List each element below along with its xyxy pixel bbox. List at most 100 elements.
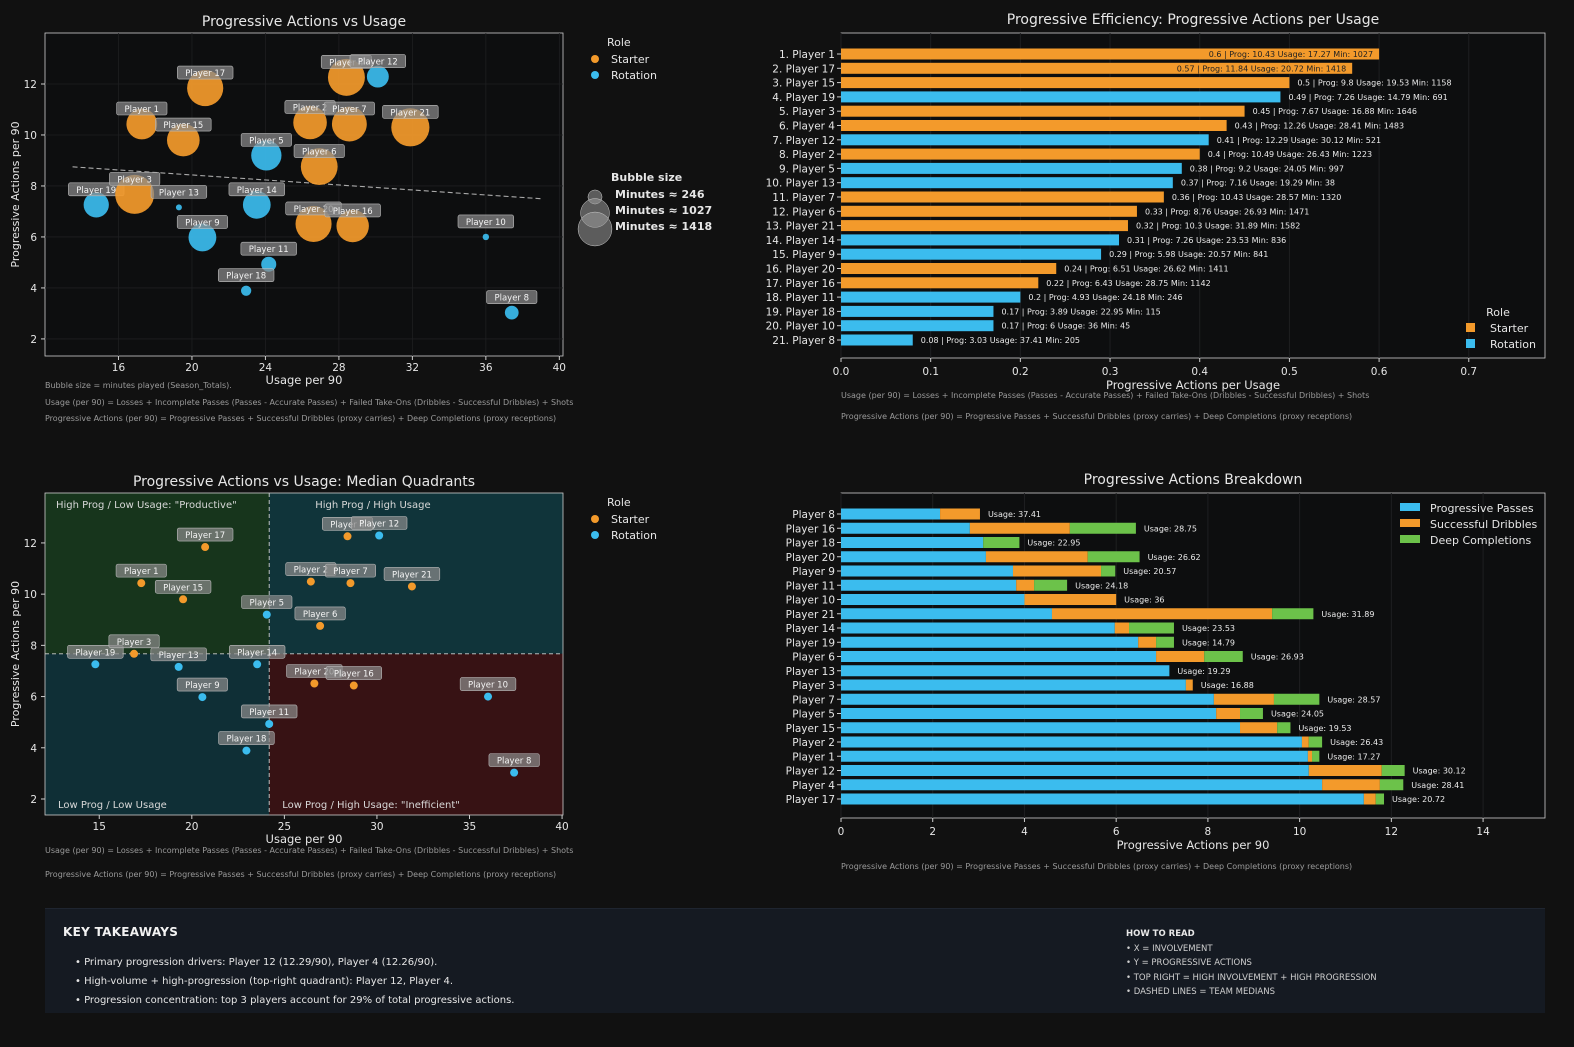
passes-segment [841, 594, 1025, 605]
efficiency-bar [841, 263, 1057, 274]
dribbles-segment [1051, 608, 1273, 620]
y-tick-label: 12 [24, 79, 37, 91]
player-label: Player 15 [163, 583, 203, 593]
legend-label-rotation: Rotation [1490, 338, 1536, 351]
player-point [407, 582, 416, 591]
passes-segment [841, 636, 1139, 648]
bar-value-label: 0.17 | Prog: 6 Usage: 36 Min: 45 [1001, 322, 1130, 331]
bar-usage-label: Usage: 23.53 [1182, 624, 1235, 633]
x-tick-label: 0.2 [1012, 366, 1029, 378]
y-tick-label: Player 4 [792, 780, 835, 792]
bar-usage-label: Usage: 24.18 [1075, 581, 1128, 590]
y-tick-label: 1. Player 1 [779, 49, 835, 61]
chart-title: Progressive Actions vs Usage [202, 14, 406, 30]
deep-completions-segment [1240, 708, 1263, 719]
x-axis-label: Usage per 90 [266, 373, 343, 387]
y-tick-label: Player 2 [792, 737, 835, 749]
deep-completions-segment [1069, 522, 1136, 534]
chart-note: Progressive Actions (per 90) = Progressi… [841, 862, 1352, 871]
player-point [251, 140, 282, 171]
player-label: Player 17 [185, 69, 225, 79]
passes-segment [841, 736, 1302, 748]
bar-usage-label: Usage: 36 [1124, 596, 1164, 605]
y-tick-label: Player 16 [786, 523, 836, 535]
player-point [126, 108, 158, 140]
legend-marker [1400, 535, 1420, 543]
player-label-box [351, 516, 408, 530]
bar-usage-label: Usage: 17.27 [1327, 752, 1380, 761]
dribbles-segment [1138, 636, 1157, 648]
player-label: Player 9 [185, 681, 220, 691]
x-tick-label: 0.3 [1102, 366, 1119, 378]
x-tick-label: 0.4 [1191, 366, 1208, 378]
legend-label: Progressive Passes [1430, 502, 1534, 515]
chart-note: Progressive Actions (per 90) = Progressi… [45, 414, 556, 423]
y-tick-label: 4 [30, 283, 37, 295]
bar-value-label: 0.31 | Prog: 7.26 Usage: 23.53 Min: 836 [1127, 236, 1286, 245]
player-label-box [349, 54, 406, 68]
size-legend-label: Minutes ≈ 246 [615, 188, 705, 201]
deep-completions-segment [1312, 750, 1320, 762]
player-label-box [325, 666, 382, 680]
dribbles-segment [1213, 693, 1274, 705]
player-point [253, 660, 262, 669]
legend-marker-rotation [1466, 339, 1475, 348]
player-point [188, 223, 217, 252]
player-label-box [218, 731, 275, 745]
player-label-box [150, 185, 208, 199]
legend-title: Role [1486, 306, 1510, 319]
passes-segment [841, 651, 1157, 662]
how-item: • X = INVOLVEMENT [1126, 943, 1213, 954]
player-label: Player 14 [237, 648, 277, 658]
player-point [504, 305, 519, 320]
x-tick-label: 35 [463, 821, 476, 833]
player-label-box [154, 579, 212, 594]
legend-marker-starter [1466, 323, 1475, 332]
dribbles-segment [1016, 579, 1035, 591]
player-label: Player 15 [163, 121, 203, 131]
y-tick-label: 10 [24, 589, 37, 601]
legend-marker-rotation [591, 531, 599, 539]
y-tick-label: Player 5 [792, 709, 835, 721]
player-label-box [109, 172, 161, 186]
bar-usage-label: Usage: 20.72 [1392, 795, 1445, 804]
player-label: Player 16 [333, 207, 373, 217]
dribbles-segment [1012, 565, 1102, 577]
player-label-box [176, 677, 228, 692]
bar-value-label: 0.29 | Prog: 5.98 Usage: 20.57 Min: 841 [1109, 250, 1268, 259]
bar-value-label: 0.6 | Prog: 10.43 Usage: 17.27 Min: 1027 [1209, 50, 1373, 59]
passes-segment [841, 579, 1017, 591]
player-point [137, 579, 146, 588]
player-label: Player 12 [358, 58, 398, 68]
bar-value-label: 0.36 | Prog: 10.43 Usage: 28.57 Min: 132… [1172, 193, 1341, 202]
passes-segment [841, 565, 1013, 577]
bar-usage-label: Usage: 22.95 [1027, 539, 1080, 548]
player-label-box [324, 203, 381, 218]
player-label: Player 6 [303, 610, 338, 620]
y-tick-label: 20. Player 10 [766, 321, 835, 333]
player-label: Player 18 [226, 735, 266, 745]
y-tick-label: 12 [24, 538, 37, 550]
passes-segment [841, 779, 1323, 791]
chart-note: Progressive Actions (per 90) = Progressi… [841, 412, 1352, 421]
dribbles-segment [1240, 722, 1278, 734]
y-tick-label: 6 [30, 692, 37, 704]
legend-marker-starter [591, 55, 599, 63]
bar-value-label: 0.17 | Prog: 3.89 Usage: 22.95 Min: 115 [1001, 307, 1160, 316]
player-label-box [293, 144, 345, 158]
bar-value-label: 0.22 | Prog: 6.43 Usage: 28.75 Min: 1142 [1046, 279, 1210, 288]
player-point [130, 649, 139, 658]
player-point [346, 579, 355, 588]
player-label: Player 14 [237, 186, 277, 196]
x-axis-label: Usage per 90 [266, 832, 343, 846]
passes-segment [841, 608, 1052, 620]
y-tick-label: Player 1 [792, 751, 835, 763]
player-label: Player 11 [249, 245, 289, 255]
deep-completions-segment [1273, 693, 1320, 705]
bar-value-label: 0.37 | Prog: 7.16 Usage: 19.29 Min: 38 [1181, 179, 1335, 188]
y-tick-label: 15. Player 9 [772, 249, 835, 261]
dribbles-segment [1024, 594, 1117, 605]
y-tick-label: Player 6 [792, 652, 835, 664]
efficiency-bar [841, 148, 1200, 160]
player-label-box [176, 215, 228, 229]
